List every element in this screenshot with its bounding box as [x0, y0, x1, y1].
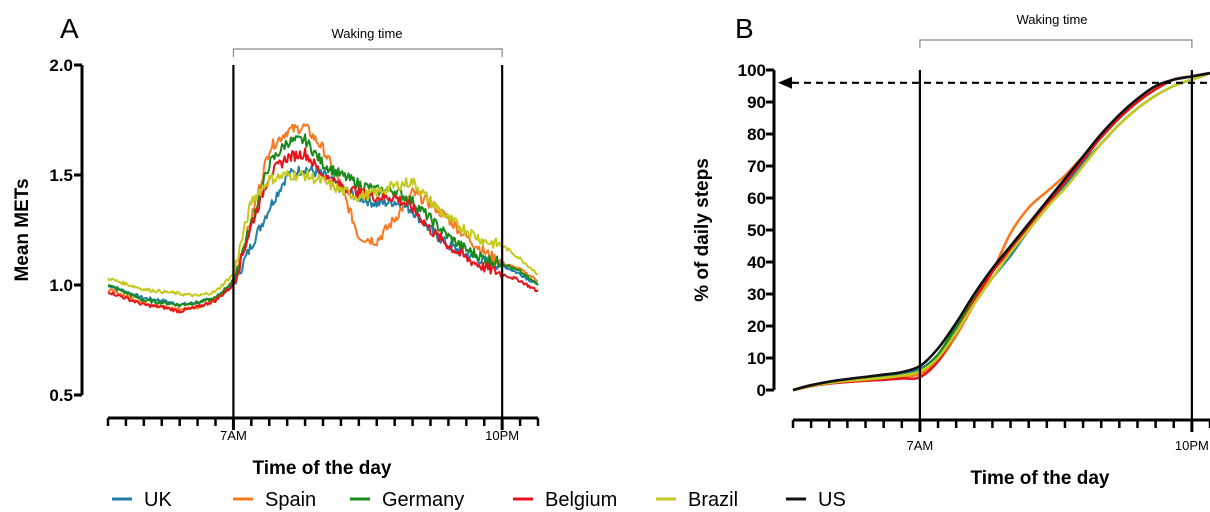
series-line-belgium	[107, 147, 539, 314]
legend-label-uk: UK	[144, 489, 172, 511]
legend-label-belgium: Belgium	[545, 489, 617, 511]
series-line-uk	[107, 165, 539, 308]
panel-b-xlabel: Time of the day	[970, 468, 1109, 489]
y-tick-label: 2.0	[49, 56, 73, 75]
series-line-uk	[792, 71, 1210, 392]
y-tick-label: 90	[747, 93, 766, 112]
panel-a-letter: A	[60, 13, 79, 44]
y-tick-label: 0	[757, 381, 766, 400]
waking-time-bracket	[919, 39, 1193, 48]
legend-label-germany: Germany	[382, 489, 464, 511]
legend-label-brazil: Brazil	[688, 489, 738, 511]
series-line-belgium	[792, 71, 1210, 392]
panel-b-letter: B	[735, 13, 754, 44]
y-tick-label: 60	[747, 189, 766, 208]
series-line-brazil	[792, 71, 1210, 392]
series-line-germany	[108, 133, 539, 307]
legend: UK Spain Germany Belgium Brazil US	[112, 489, 846, 511]
panel-a-bracket-label: Waking time	[331, 26, 402, 41]
y-tick-label: 80	[747, 125, 766, 144]
panel-a-ylabel: Mean METs	[12, 178, 33, 281]
y-tick-label: 10	[747, 349, 766, 368]
y-tick-label: 50	[747, 221, 766, 240]
y-tick-label: 0.5	[49, 386, 73, 405]
y-tick-label: 30	[747, 285, 766, 304]
series-line-spain	[107, 123, 539, 312]
series-line-spain	[792, 71, 1210, 392]
y-tick-label: 70	[747, 157, 766, 176]
legend-label-spain: Spain	[265, 489, 316, 511]
waking-time-bracket	[232, 48, 503, 57]
x-tick-label: 7AM	[907, 438, 934, 453]
legend-label-us: US	[818, 489, 846, 511]
y-tick-label: 1.5	[49, 166, 73, 185]
y-tick-label: 1.0	[49, 276, 73, 295]
y-tick-label: 40	[747, 253, 766, 272]
series-line-us	[792, 71, 1210, 392]
series-line-brazil	[107, 169, 539, 298]
x-tick-label: 10PM	[485, 428, 519, 443]
panel-b-bracket-label: Waking time	[1016, 12, 1087, 27]
panel-a-plot: 0.5 1.0 1.5 2.0 7AM 10PM	[49, 48, 540, 443]
panel-b-ylabel: % of daily steps	[692, 158, 713, 302]
panel-a-xlabel: Time of the day	[252, 458, 391, 479]
series-line-germany	[792, 71, 1210, 392]
y-tick-label: 100	[738, 61, 766, 80]
x-tick-label: 10PM	[1175, 438, 1209, 453]
dashed-arrow-head	[778, 76, 792, 89]
panel-b: B Waking time Time of the day % of daily…	[692, 12, 1210, 489]
x-tick-label: 7AM	[220, 428, 247, 443]
panel-a: A Waking time Time of the day Mean METs …	[12, 13, 540, 479]
panel-b-plot: 0 10 20 30 40 50 60 70 80 90 100 7AM 10PM	[738, 39, 1210, 453]
y-tick-label: 20	[747, 317, 766, 336]
